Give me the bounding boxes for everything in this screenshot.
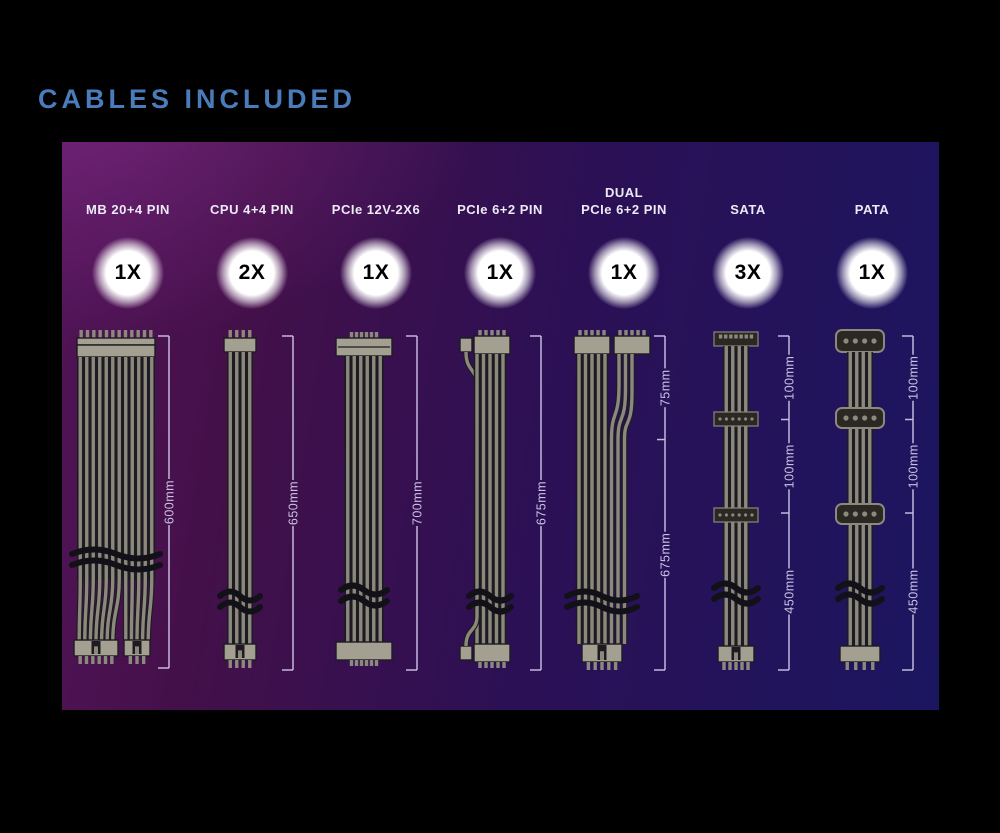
cable-illustration: 650mm [217, 330, 301, 671]
cable-column-pcie_12v_2x6: PCIe 12V-2X6 1X 700mm [314, 142, 438, 710]
svg-text:700mm: 700mm [411, 481, 425, 525]
cable-column-sata: SATA 3X 100mm 100mm 450mm [686, 142, 810, 710]
cable-header-line: DUAL [604, 185, 644, 200]
count-badge: 1X [588, 237, 660, 309]
cable-header-line: SATA [730, 202, 766, 217]
count-label: 1X [610, 261, 638, 284]
cable-header-line: PCIe 12V-2X6 [331, 202, 421, 217]
count-label: 3X [734, 261, 762, 284]
cable-header: MB 20+4 PIN [86, 176, 170, 218]
cable-header-line: CPU 4+4 PIN [210, 202, 294, 217]
cable-illustration: 75mm 675mm [564, 330, 673, 671]
cable-header-line: PATA [854, 202, 890, 217]
cable-column-dual_pcie_6_2: DUAL PCIe 6+2 PIN 1X 75mm 675mm [562, 142, 686, 710]
cable-illustration: 700mm [335, 332, 425, 671]
cable-illustration: 100mm 100mm 450mm [835, 329, 921, 671]
cable-illustration: 600mm [69, 330, 177, 669]
svg-text:675mm: 675mm [659, 533, 673, 577]
cables-panel: MB 20+4 PIN 1X 600mm CPU 4+4 PIN 2X 650m… [62, 142, 939, 710]
svg-text:100mm: 100mm [907, 356, 921, 400]
cable-header: PCIe 12V-2X6 [332, 176, 420, 218]
svg-text:100mm: 100mm [783, 444, 797, 488]
count-label: 1X [362, 261, 390, 284]
count-badge: 3X [712, 237, 784, 309]
count-label: 1X [114, 261, 142, 284]
page-title: CABLES INCLUDED [38, 84, 357, 114]
cable-header: PCIe 6+2 PIN [457, 176, 543, 218]
svg-text:100mm: 100mm [907, 444, 921, 488]
cable-illustration: 100mm 100mm 450mm [711, 331, 797, 671]
cable-illustration: 675mm [459, 330, 549, 671]
count-badge: 2X [216, 237, 288, 309]
count-badge: 1X [92, 237, 164, 309]
cable-column-pcie_6_2: PCIe 6+2 PIN 1X 675mm [438, 142, 562, 710]
cable-header: SATA [730, 176, 765, 218]
count-badge: 1X [836, 237, 908, 309]
count-badge: 1X [464, 237, 536, 309]
cable-header: CPU 4+4 PIN [210, 176, 294, 218]
count-label: 2X [238, 261, 266, 284]
svg-text:450mm: 450mm [783, 569, 797, 613]
count-badge: 1X [340, 237, 412, 309]
svg-text:600mm: 600mm [163, 480, 177, 524]
cable-header-line: PCIe 6+2 PIN [581, 202, 667, 217]
cable-header-line: MB 20+4 PIN [86, 202, 170, 217]
svg-text:675mm: 675mm [535, 481, 549, 525]
svg-text:75mm: 75mm [659, 369, 673, 406]
count-label: 1X [486, 261, 514, 284]
svg-text:450mm: 450mm [907, 569, 921, 613]
cable-column-cpu4_4: CPU 4+4 PIN 2X 650mm [190, 142, 314, 710]
count-label: 1X [858, 261, 886, 284]
svg-text:650mm: 650mm [287, 481, 301, 525]
cable-column-mb20_4: MB 20+4 PIN 1X 600mm [66, 142, 190, 710]
cable-header: PATA [855, 176, 890, 218]
svg-text:100mm: 100mm [783, 356, 797, 400]
cable-column-pata: PATA 1X 100mm 100mm 450mm [810, 142, 934, 710]
cable-header-line: PCIe 6+2 PIN [457, 202, 543, 217]
cable-header: DUAL PCIe 6+2 PIN [581, 176, 667, 218]
